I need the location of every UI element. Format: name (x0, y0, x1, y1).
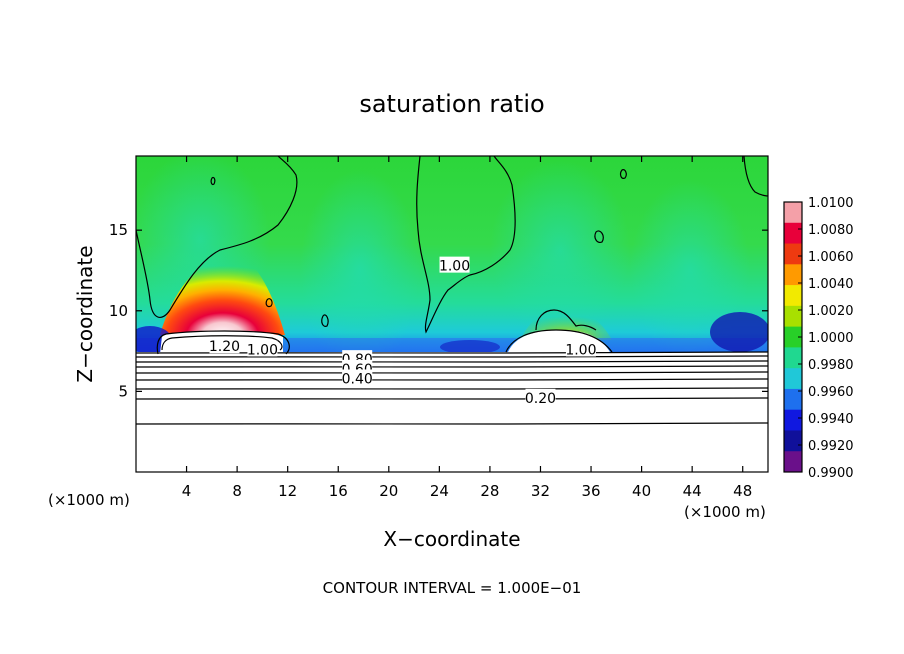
contour-small-loop-4 (321, 314, 329, 327)
contour-labels: 1.201.001.001.000.800.600.400.20 (209, 256, 597, 407)
contour-label: 1.20 (209, 339, 240, 355)
colorbar-swatch (784, 409, 802, 431)
contour-lines (136, 156, 768, 425)
colorbar-tick-label: 0.9980 (808, 358, 854, 373)
colorbar-swatch (784, 430, 802, 452)
x-axis-ticks: 4 8 12 16 20 24 28 32 36 40 44 48 (182, 156, 752, 500)
x-tick-label: 24 (430, 482, 449, 500)
contour-small-loop-1 (210, 176, 216, 186)
chart-title: saturation ratio (359, 90, 544, 118)
contour-cloud-right-top (535, 309, 597, 331)
colorbar-tick-label: 1.0080 (808, 223, 854, 238)
x-axis-unit-right: (×1000 m) (684, 503, 766, 521)
contour-small-loop-5 (265, 298, 273, 308)
contour-layer-5 (136, 371, 768, 374)
contour-cloud-left (156, 330, 290, 355)
colorbar-tick-label: 0.9940 (808, 412, 854, 427)
colorbar-tick-label: 0.9920 (808, 439, 854, 454)
colorbar-tick-label: 1.0060 (808, 250, 854, 265)
x-axis-unit-left: (×1000 m) (48, 491, 130, 509)
x-axis-label: X−coordinate (383, 527, 520, 551)
y-axis-ticks: 5 10 15 (109, 221, 768, 400)
contour-layer-3 (136, 360, 768, 363)
colorbar-swatch (784, 285, 802, 307)
x-tick-label: 36 (581, 482, 600, 500)
colorbar-swatch (784, 243, 802, 265)
x-tick-label: 28 (480, 482, 499, 500)
colorbar-ticks: 1.0100 1.0080 1.0060 1.0040 1.0020 1.0000 0.99… (798, 196, 854, 481)
colorbar-swatch (784, 202, 802, 224)
contour-small-loop-3 (594, 230, 604, 243)
contour-layer-7 (136, 387, 768, 390)
dark-blue-patch-right (710, 312, 768, 352)
colorbar-swatch (784, 326, 802, 348)
x-tick-label: 48 (733, 482, 752, 500)
contour-layer-4 (136, 365, 768, 368)
plot-area: 1.201.001.001.000.800.600.400.20 (136, 156, 768, 472)
contour-label: 0.20 (525, 391, 556, 407)
lower-region (136, 352, 768, 472)
contour-small-loop-2 (619, 169, 627, 179)
field-teal-patch-2 (300, 170, 420, 370)
colorbar-swatch (784, 451, 802, 473)
colorbar-swatch (784, 264, 802, 286)
colorbar-tick-label: 1.0020 (808, 304, 854, 319)
colorbar-tick-label: 0.9960 (808, 385, 854, 400)
y-tick-label: 5 (118, 382, 128, 400)
y-axis-label: Z−coordinate (73, 245, 97, 382)
contour-label: 0.40 (342, 371, 373, 387)
colorbar-tick-label: 1.0040 (808, 277, 854, 292)
contour-cloud-left-inner (161, 335, 283, 351)
contour-label: 1.00 (439, 259, 470, 275)
contour-interval-note: CONTOUR INTERVAL = 1.000E−01 (323, 579, 582, 597)
x-tick-label: 32 (531, 482, 550, 500)
x-tick-label: 44 (683, 482, 702, 500)
colorbar-swatch (784, 347, 802, 369)
contour-label-bg (342, 369, 373, 386)
x-tick-label: 12 (278, 482, 297, 500)
colorbar-tick-label: 1.0100 (808, 196, 854, 211)
contour-label-bg (439, 256, 470, 273)
field-teal-patch-4 (630, 180, 750, 360)
contour-label-bg (209, 337, 240, 354)
colorbar (783, 201, 803, 473)
contour-label-bg (525, 388, 556, 405)
contour-label-bg (565, 340, 596, 357)
contour-1-00-left (136, 156, 298, 318)
x-tick-label: 40 (632, 482, 651, 500)
y-tick-label: 10 (109, 302, 128, 320)
x-tick-label: 16 (329, 482, 348, 500)
contour-cloud-right (505, 329, 613, 353)
x-tick-label: 8 (232, 482, 242, 500)
contour-layer-8 (136, 397, 768, 400)
contour-layer-2 (136, 355, 768, 358)
contour-1-00-center (416, 156, 516, 334)
field-teal-patch-3 (490, 160, 630, 340)
colorbar-swatch (784, 222, 802, 245)
contour-layer-6 (136, 378, 768, 381)
x-tick-label: 4 (182, 482, 192, 500)
colorbar-swatch (784, 388, 802, 411)
contour-label: 1.00 (565, 342, 596, 358)
colorbar-tick-label: 1.0000 (808, 331, 854, 346)
contour-layer-9 (136, 422, 768, 425)
y-tick-label: 15 (109, 221, 128, 239)
x-tick-label: 20 (379, 482, 398, 500)
contour-1-00-right (743, 156, 768, 197)
plot-frame (135, 155, 769, 473)
colorbar-tick-label: 0.9900 (808, 466, 854, 481)
contour-label: 1.00 (247, 342, 278, 358)
contour-label-bg (247, 340, 278, 357)
colorbar-swatch (784, 305, 802, 328)
contour-layer-1 (136, 351, 768, 354)
colorbar-swatch (784, 368, 802, 390)
dark-blue-patch-mid (440, 340, 500, 354)
